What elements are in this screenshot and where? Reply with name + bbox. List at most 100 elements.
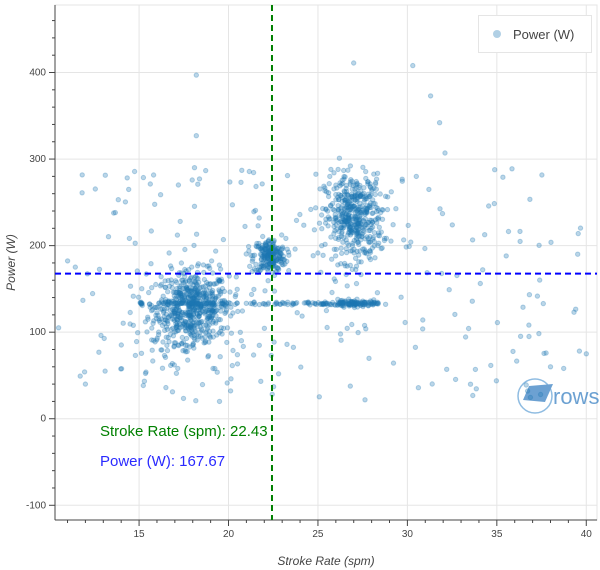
- data-point: [191, 294, 197, 301]
- data-point: [398, 294, 404, 300]
- data-point: [343, 185, 349, 192]
- data-point: [185, 312, 191, 318]
- data-point: [381, 237, 388, 244]
- data-point: [167, 263, 174, 269]
- legend[interactable]: Power (W): [478, 15, 592, 53]
- data-point: [195, 261, 202, 267]
- data-point: [176, 294, 183, 300]
- data-point: [202, 311, 208, 317]
- data-point: [178, 291, 184, 297]
- data-point: [265, 238, 272, 244]
- data-point: [349, 197, 355, 203]
- data-point: [196, 313, 202, 319]
- data-point: [132, 352, 139, 359]
- data-point: [277, 250, 283, 256]
- data-point: [317, 186, 323, 192]
- data-point: [209, 301, 216, 308]
- data-point: [184, 286, 190, 292]
- data-point: [195, 333, 202, 339]
- data-point: [358, 234, 365, 240]
- data-point: [81, 369, 88, 375]
- data-point: [177, 300, 183, 307]
- data-point: [343, 249, 350, 256]
- data-point: [177, 325, 183, 331]
- data-point: [174, 302, 181, 308]
- data-point: [193, 303, 199, 309]
- data-point: [382, 193, 389, 200]
- data-point: [202, 309, 209, 315]
- data-point: [197, 310, 203, 316]
- data-point: [179, 292, 185, 299]
- data-point: [492, 167, 498, 173]
- data-point: [364, 203, 370, 209]
- data-point: [367, 256, 374, 263]
- data-point: [301, 222, 307, 228]
- data-point: [275, 371, 282, 377]
- data-point: [158, 316, 165, 322]
- data-point: [186, 326, 192, 332]
- data-point: [399, 178, 405, 184]
- data-point: [256, 243, 262, 249]
- data-point: [174, 323, 180, 329]
- data-point: [179, 340, 185, 346]
- data-point: [261, 255, 267, 261]
- data-point: [172, 313, 178, 319]
- data-point: [346, 211, 352, 217]
- data-point: [89, 290, 96, 297]
- data-point: [191, 296, 197, 302]
- data-point: [338, 192, 344, 199]
- data-point: [353, 224, 360, 230]
- data-point: [195, 276, 201, 282]
- data-point: [427, 93, 434, 99]
- data-point: [174, 300, 181, 306]
- data-point: [207, 281, 213, 287]
- data-point: [186, 305, 193, 312]
- data-point: [234, 286, 240, 292]
- data-point: [105, 234, 112, 240]
- data-point: [358, 222, 364, 228]
- data-point: [172, 295, 178, 302]
- data-point: [182, 279, 189, 285]
- data-point: [539, 172, 545, 178]
- data-point: [280, 300, 286, 306]
- data-point: [355, 220, 362, 227]
- data-point: [77, 373, 83, 379]
- data-point: [178, 293, 184, 299]
- data-point: [365, 219, 371, 226]
- data-point: [163, 297, 169, 303]
- data-point: [343, 214, 350, 221]
- data-point: [164, 342, 170, 349]
- data-point: [354, 198, 360, 205]
- data-point: [139, 286, 145, 292]
- data-point: [168, 277, 174, 283]
- data-point: [169, 306, 176, 312]
- data-point: [185, 295, 191, 301]
- data-point: [177, 287, 183, 293]
- data-point: [199, 328, 205, 334]
- data-point: [249, 301, 256, 307]
- data-point: [186, 303, 192, 310]
- data-point: [266, 251, 272, 258]
- data-point: [186, 312, 193, 318]
- data-point: [185, 322, 191, 328]
- data-point: [262, 246, 268, 253]
- data-point: [285, 301, 291, 308]
- data-point: [410, 62, 416, 69]
- data-point: [194, 283, 200, 290]
- data-point: [189, 324, 195, 331]
- data-point: [412, 344, 419, 350]
- data-point: [166, 339, 172, 345]
- data-point: [190, 307, 197, 313]
- data-point: [232, 293, 239, 300]
- data-point: [141, 378, 148, 384]
- data-point: [390, 360, 397, 366]
- data-point: [120, 320, 126, 326]
- data-point: [194, 332, 200, 338]
- data-point: [211, 309, 217, 316]
- data-point: [196, 288, 202, 295]
- data-point: [159, 297, 165, 303]
- data-point: [358, 192, 364, 198]
- x-tick-label: 30: [402, 529, 414, 540]
- data-point: [168, 326, 174, 333]
